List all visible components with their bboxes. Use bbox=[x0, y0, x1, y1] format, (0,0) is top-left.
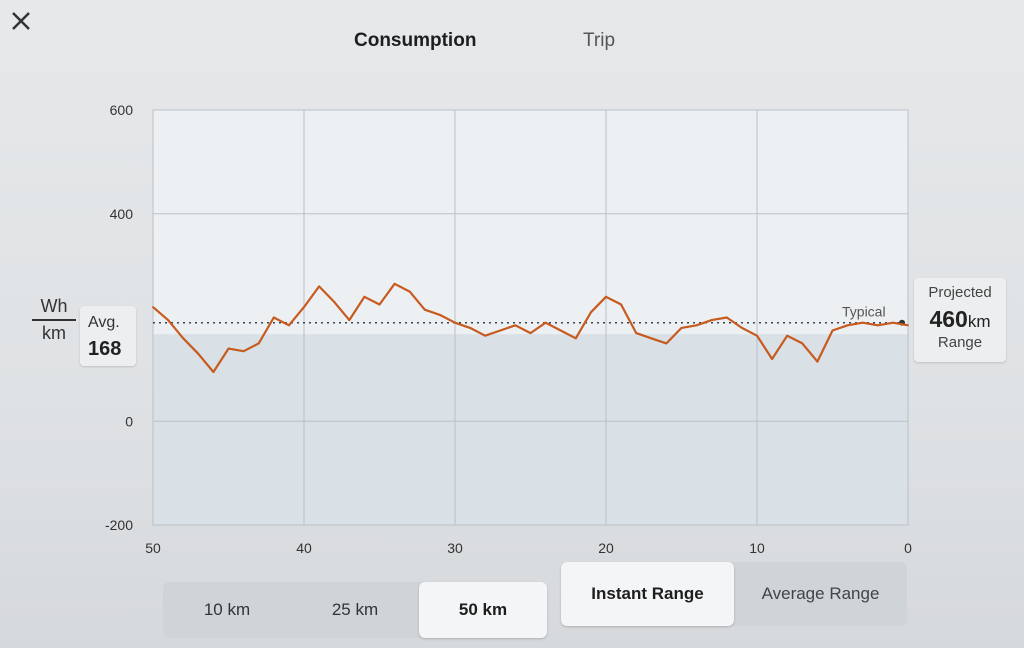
data-point bbox=[348, 319, 351, 321]
x-tick-label: 40 bbox=[296, 540, 312, 556]
data-point bbox=[590, 311, 592, 314]
data-point bbox=[454, 321, 456, 324]
data-point bbox=[695, 324, 698, 327]
data-point bbox=[272, 316, 275, 319]
data-point bbox=[725, 316, 728, 319]
average-label: Avg. bbox=[88, 314, 120, 331]
data-point bbox=[544, 321, 547, 324]
data-point bbox=[741, 326, 743, 329]
projected-value: 460km bbox=[914, 306, 1006, 333]
y-tick-label: 400 bbox=[110, 206, 134, 222]
instant-range-button[interactable]: Instant Range bbox=[561, 562, 734, 626]
distance-selector: 10 km 25 km 50 km bbox=[163, 582, 547, 638]
data-point bbox=[484, 334, 487, 337]
y-tick-label: 600 bbox=[110, 102, 134, 118]
data-point bbox=[197, 352, 200, 355]
x-tick-label: 50 bbox=[145, 540, 161, 556]
average-band bbox=[153, 334, 908, 525]
data-point bbox=[876, 324, 879, 327]
projected-range-badge: Projected 460km Range bbox=[914, 278, 1006, 362]
projected-number: 460 bbox=[929, 306, 968, 332]
projected-sub-label: Range bbox=[937, 334, 983, 351]
data-point bbox=[801, 342, 804, 345]
x-tick-label: 30 bbox=[447, 540, 463, 556]
typical-label: Typical bbox=[842, 304, 886, 320]
data-point bbox=[786, 334, 789, 337]
tab-trip[interactable]: Trip bbox=[583, 30, 616, 51]
data-point bbox=[303, 306, 305, 309]
data-point bbox=[907, 324, 909, 327]
y-tick-label: -200 bbox=[105, 517, 133, 533]
data-point bbox=[363, 295, 366, 298]
data-point bbox=[182, 337, 185, 340]
close-icon bbox=[12, 12, 30, 30]
data-point bbox=[574, 337, 577, 340]
data-point bbox=[469, 326, 471, 329]
data-point bbox=[288, 324, 290, 327]
data-point bbox=[257, 342, 260, 345]
x-tick-label: 20 bbox=[598, 540, 614, 556]
range-mode-selector: Instant Range Average Range bbox=[561, 562, 907, 626]
data-point bbox=[620, 303, 622, 306]
data-point bbox=[439, 314, 441, 316]
data-point bbox=[710, 319, 713, 321]
distance-50km-button[interactable]: 50 km bbox=[419, 582, 547, 638]
distance-25km-button[interactable]: 25 km bbox=[331, 600, 379, 619]
x-tick-label: 0 bbox=[904, 540, 912, 556]
tab-consumption[interactable]: Consumption bbox=[354, 30, 477, 51]
data-point bbox=[167, 319, 170, 321]
data-point bbox=[318, 285, 320, 288]
data-point bbox=[650, 337, 653, 340]
data-point bbox=[499, 329, 502, 332]
data-point bbox=[831, 329, 834, 332]
data-point bbox=[756, 334, 758, 337]
average-value: 168 bbox=[88, 338, 122, 360]
data-point bbox=[846, 324, 849, 327]
close-button[interactable] bbox=[6, 6, 36, 36]
distance-10km-button[interactable]: 10 km bbox=[203, 600, 251, 619]
data-point bbox=[605, 295, 607, 298]
y-tick-label: 0 bbox=[125, 413, 133, 429]
x-tick-label: 10 bbox=[749, 540, 765, 556]
data-point bbox=[771, 358, 773, 360]
projected-unit: km bbox=[967, 312, 991, 331]
data-point bbox=[816, 360, 819, 363]
data-point bbox=[559, 329, 562, 332]
data-point bbox=[423, 308, 426, 311]
unit-label: Wh km bbox=[32, 296, 76, 344]
data-point bbox=[635, 332, 638, 334]
data-point bbox=[152, 306, 154, 309]
data-point bbox=[333, 301, 336, 303]
data-point bbox=[242, 350, 245, 353]
unit-numerator: Wh bbox=[32, 296, 76, 321]
data-point bbox=[529, 332, 532, 334]
data-point bbox=[227, 347, 230, 350]
data-point bbox=[861, 321, 864, 324]
data-point bbox=[665, 342, 668, 345]
data-point bbox=[514, 324, 517, 327]
data-point bbox=[393, 282, 396, 285]
unit-denominator: km bbox=[42, 323, 66, 343]
data-point bbox=[408, 290, 411, 293]
data-point bbox=[378, 303, 381, 306]
data-point bbox=[680, 326, 683, 329]
data-point bbox=[212, 371, 215, 373]
projected-label: Projected bbox=[928, 284, 992, 301]
average-badge: Avg. 168 bbox=[80, 306, 136, 366]
average-range-button[interactable]: Average Range bbox=[761, 584, 880, 603]
tab-bar: Consumption Trip bbox=[0, 30, 1024, 56]
data-point bbox=[892, 321, 894, 324]
